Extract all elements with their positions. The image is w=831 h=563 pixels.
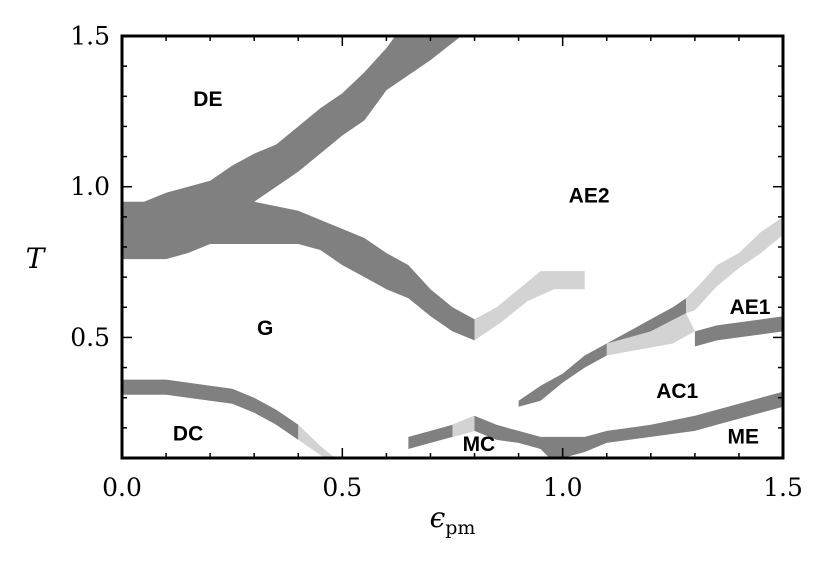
- axis-ticks: [121, 35, 784, 459]
- region-label-dc: DC: [173, 422, 203, 445]
- region-label-g: G: [257, 317, 273, 340]
- phase-band-light-10: [606, 313, 695, 356]
- region-label-ae1: AE1: [730, 296, 771, 319]
- phase-bands: [122, 36, 783, 458]
- x-axis-label-main: ϵ: [430, 501, 446, 534]
- x-tick-label: 1.0: [543, 473, 583, 502]
- tick-labels: 0.0 0.5 1.0 1.5 0.5 1.0 1.5: [70, 22, 803, 503]
- phase-band-dark-1: [122, 36, 475, 341]
- x-tick-label: 1.5: [763, 473, 803, 502]
- region-labels: DE AE2 G AE1 AC1 DC MC ME: [173, 88, 771, 456]
- x-tick-label: 0.5: [322, 473, 362, 502]
- phase-band-light-7: [452, 415, 475, 437]
- region-label-de: DE: [193, 88, 222, 111]
- phase-band-light-4: [298, 424, 336, 458]
- y-tick-label: 1.5: [70, 22, 110, 51]
- x-axis-label: ϵpm: [430, 501, 476, 539]
- region-label-me: ME: [728, 425, 760, 448]
- y-tick-label: 0.5: [70, 323, 110, 352]
- x-axis-label-subscript: pm: [445, 517, 475, 539]
- x-tick-label: 0.0: [102, 473, 142, 502]
- phase-band-dark-8: [518, 298, 687, 407]
- phase-band-dark-6: [408, 391, 783, 458]
- y-axis-label: T: [26, 242, 47, 275]
- phase-band-dark-3: [122, 379, 299, 440]
- y-tick-label: 1.0: [70, 172, 110, 201]
- region-label-mc: MC: [463, 433, 496, 456]
- phase-band-dark-11: [694, 316, 783, 347]
- phase-band-light-2: [474, 271, 585, 341]
- phase-band-light-9: [686, 216, 783, 314]
- region-label-ae2: AE2: [569, 184, 610, 207]
- region-label-ac1: AC1: [656, 380, 698, 403]
